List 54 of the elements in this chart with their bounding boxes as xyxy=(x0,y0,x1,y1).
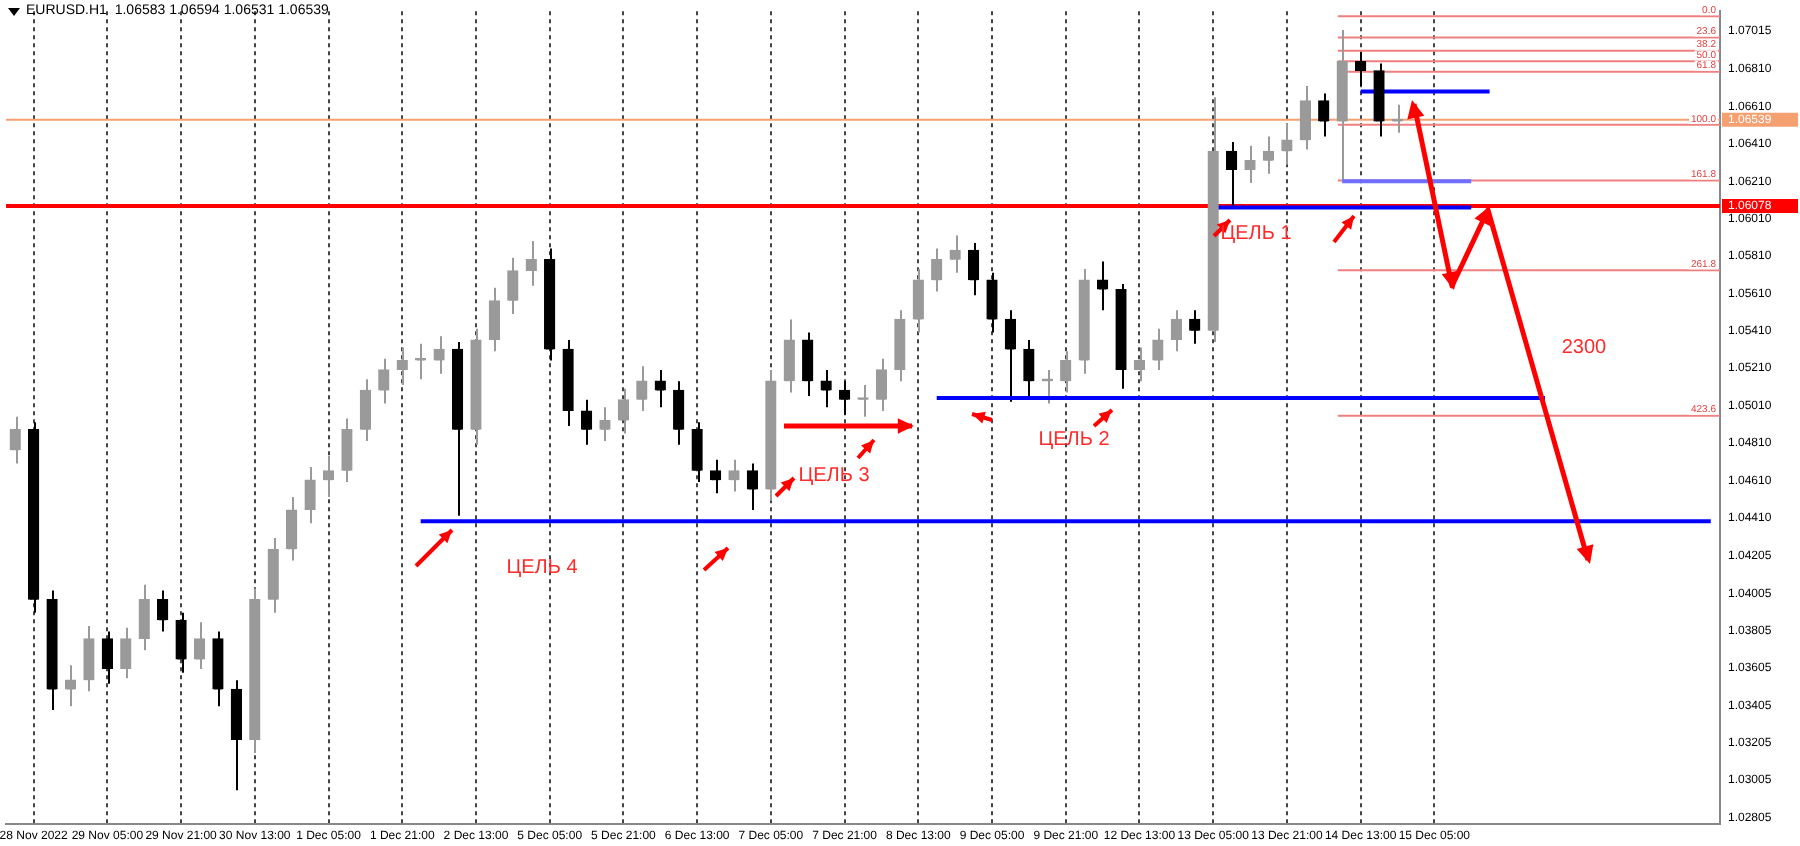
candlestick xyxy=(967,241,980,297)
candlestick xyxy=(820,368,832,409)
candlestick xyxy=(1170,309,1182,353)
candlestick xyxy=(488,286,501,353)
candlestick xyxy=(175,611,187,674)
candlestick xyxy=(286,496,298,562)
candlestick xyxy=(673,380,685,446)
annotation: ЦЕЛЬ 1 xyxy=(1220,223,1292,245)
annotation: ЦЕЛЬ 4 xyxy=(506,557,578,579)
candlestick xyxy=(322,454,335,499)
candlestick xyxy=(1225,141,1238,207)
candlestick xyxy=(709,458,722,495)
candlestick xyxy=(1244,144,1256,185)
candlestick xyxy=(1133,346,1146,383)
candlestick xyxy=(1281,122,1293,166)
candlestick xyxy=(986,271,998,334)
candlestick xyxy=(9,415,21,465)
candlestick xyxy=(1354,51,1367,87)
candlestick xyxy=(617,387,630,435)
candlestick xyxy=(433,335,445,375)
candlestick xyxy=(691,421,703,484)
candlestick xyxy=(728,458,740,493)
candlestick xyxy=(359,378,372,442)
candlestick xyxy=(64,664,77,708)
candlestick xyxy=(802,331,814,398)
candlestick xyxy=(378,357,390,405)
candlestick xyxy=(912,268,924,334)
candlestick xyxy=(599,406,611,442)
candlestick xyxy=(1152,327,1164,371)
candlestick xyxy=(949,234,961,274)
candlestick xyxy=(1060,350,1072,394)
candlestick xyxy=(525,240,537,287)
candlestick xyxy=(1318,92,1330,138)
candlestick xyxy=(931,247,943,293)
candlestick xyxy=(507,256,519,315)
candlestick xyxy=(341,417,353,484)
candlestick xyxy=(396,346,408,386)
candlestick xyxy=(101,630,114,685)
candlestick xyxy=(1299,84,1311,151)
annotation: 2300 xyxy=(1561,337,1607,359)
candlestick xyxy=(157,589,169,633)
candlestick xyxy=(875,357,888,413)
candlestick xyxy=(746,462,759,512)
candlestick xyxy=(1004,309,1017,403)
annotation: ЦЕЛЬ 3 xyxy=(798,465,870,487)
candlestick xyxy=(783,318,795,394)
annotation: ЦЕЛЬ 2 xyxy=(1038,429,1110,451)
candlestick xyxy=(138,583,150,652)
candlestick xyxy=(304,466,316,525)
candlestick xyxy=(120,626,132,680)
candlestick xyxy=(1023,339,1035,398)
candlestick xyxy=(580,398,593,446)
candlestick xyxy=(83,624,95,693)
candlestick xyxy=(193,621,206,670)
